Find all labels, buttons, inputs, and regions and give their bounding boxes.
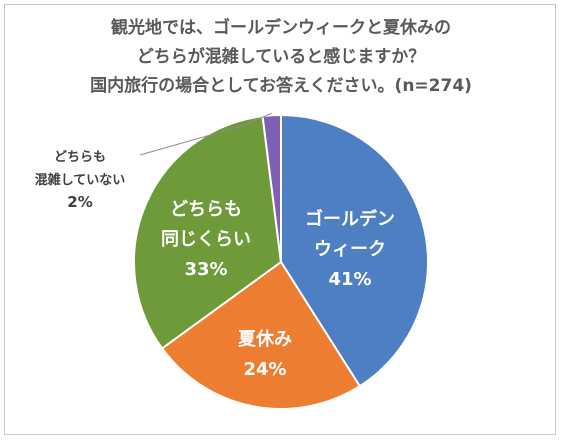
chart-title: 観光地では、ゴールデンウィークと夏休みの どちらが混雑していると感じますか？ 国…	[0, 14, 562, 101]
slice-value-label-3: 2%	[67, 193, 92, 211]
slice-category-label-3: 混雑していない	[35, 172, 126, 188]
title-line-3: 国内旅行の場合としてお答えください。(n=274)	[90, 76, 472, 96]
slice-value-label-2: 33%	[184, 259, 227, 280]
leader-line	[139, 112, 272, 156]
slice-category-label-2: どちらも	[170, 199, 242, 220]
title-line-2: どちらが混雑していると感じますか？	[136, 47, 426, 67]
pie-slices	[133, 113, 429, 410]
pie-labels: ゴールデンウィーク41%夏休み24%どちらも同じくらい33%どちらも混雑していな…	[35, 112, 395, 380]
slice-category-label-0: ゴールデン	[305, 208, 395, 230]
slice-value-label-1: 24%	[243, 359, 286, 380]
slice-value-label-0: 41%	[328, 269, 371, 290]
pie-slice-1	[160, 260, 362, 410]
pie-slice-2	[133, 115, 283, 350]
slice-category-label-2: 同じくらい	[161, 229, 251, 250]
pie-slice-3	[261, 113, 282, 263]
slice-category-label-0: ウィーク	[314, 239, 386, 260]
slice-category-label-3: どちらも	[54, 150, 106, 165]
title-line-1: 観光地では、ゴールデンウィークと夏休みの	[111, 18, 451, 38]
slice-category-label-1: 夏休み	[238, 328, 292, 350]
